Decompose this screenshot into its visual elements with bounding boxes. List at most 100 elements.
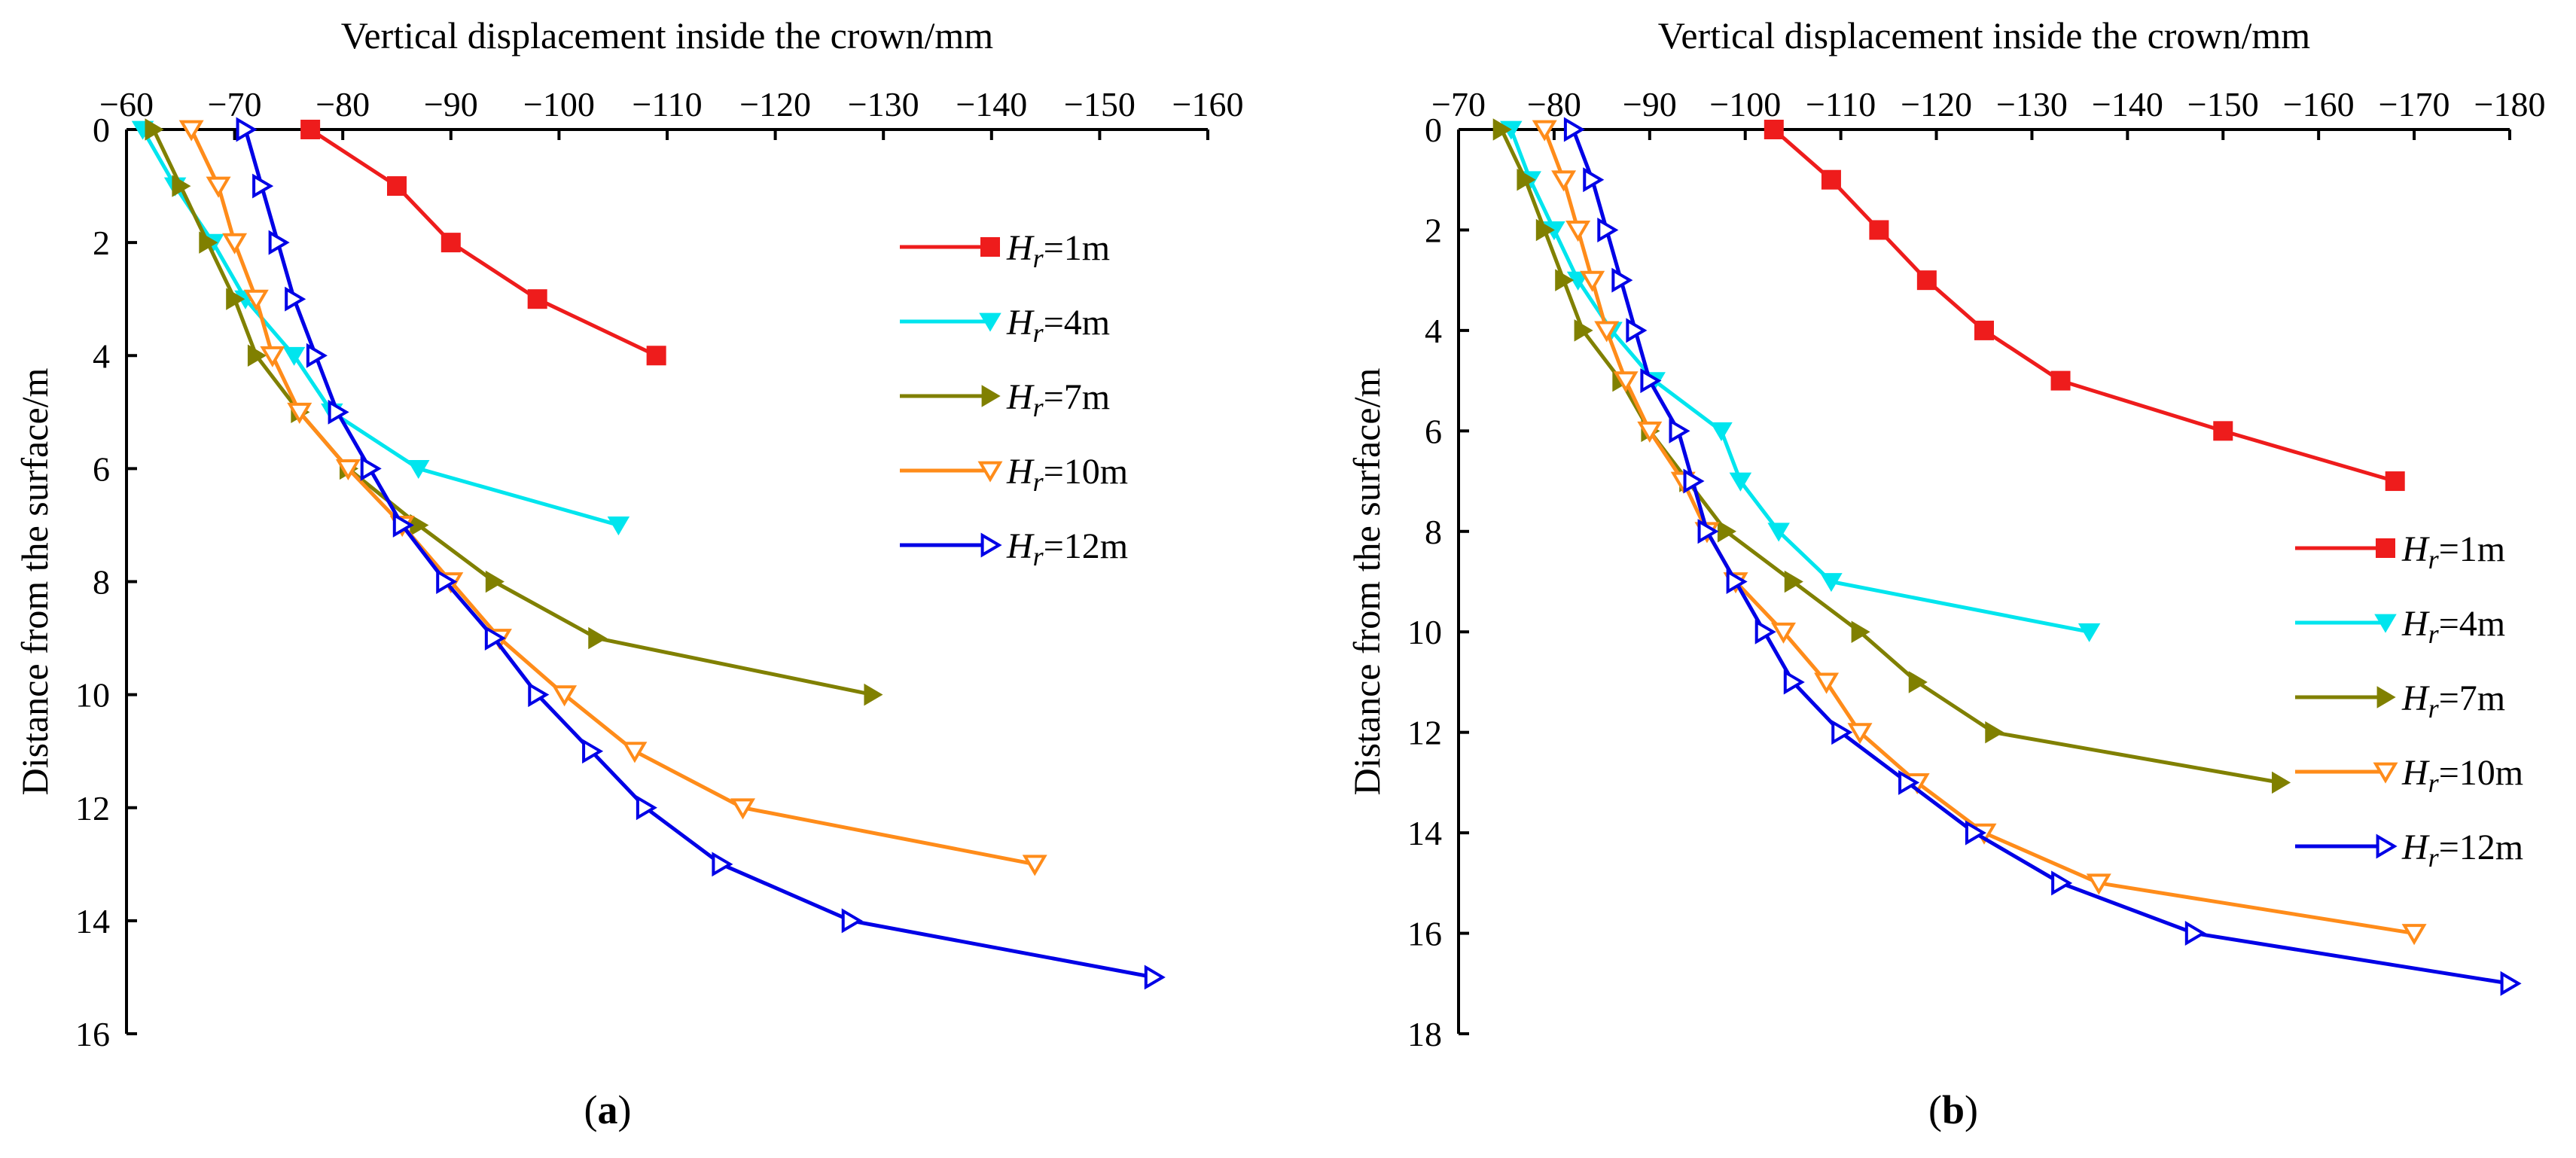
legend-marker <box>2373 762 2398 784</box>
legend-label: Hr=12m <box>2401 827 2523 873</box>
data-point <box>1565 221 1591 242</box>
y-tick-label: 8 <box>1425 513 1442 551</box>
legend-marker <box>2376 686 2396 709</box>
data-point <box>1597 217 1619 242</box>
data-point <box>282 346 306 366</box>
x-tick-label: −70 <box>1431 85 1486 123</box>
y-tick-label: 14 <box>1407 814 1442 852</box>
data-point <box>2184 921 2206 946</box>
legend-entry: Hr=12m <box>900 526 1128 571</box>
data-point <box>1820 573 1843 593</box>
series-line <box>243 129 1154 980</box>
data-point <box>387 176 407 197</box>
data-point <box>1613 371 1639 393</box>
y-tick-label: 18 <box>1407 1015 1442 1053</box>
series-line <box>1542 129 2415 936</box>
data-point <box>841 908 863 934</box>
legend-marker <box>980 532 1002 558</box>
chart-panel-a: −60 −70 −80 −90 −100 −110 −120 −130 −140 −150 −160… <box>14 14 1243 1132</box>
legend-entry: Hr=4m <box>2295 604 2505 649</box>
data-point <box>1611 267 1633 293</box>
series-line <box>1773 128 2396 483</box>
x-tick-label: −60 <box>99 85 154 123</box>
legend-marker <box>977 461 1003 483</box>
y-tick-label: 16 <box>75 1015 110 1053</box>
y-tick-label: 4 <box>1425 312 1442 350</box>
series-10m <box>1532 120 2427 946</box>
y-axis-title: Distance from the surface/m <box>1346 367 1388 795</box>
legend-marker <box>980 237 1000 257</box>
legend-label: Hr=4m <box>2401 604 2505 649</box>
legend-entry: Hr=12m <box>2295 827 2523 873</box>
legend-label: Hr=7m <box>1006 377 1110 422</box>
x-axis-title: Vertical displacement inside the crown/m… <box>341 14 994 56</box>
x-tick-label: −80 <box>1527 85 1581 123</box>
data-point <box>199 231 218 254</box>
data-point <box>1637 421 1663 443</box>
data-point <box>236 117 258 142</box>
data-point <box>1767 523 1790 542</box>
data-point <box>485 570 505 593</box>
data-point <box>1726 569 1748 594</box>
x-axis-title: Vertical displacement inside the crown/m… <box>1658 14 2311 56</box>
data-point <box>441 233 461 253</box>
series-1m <box>300 120 666 366</box>
data-point <box>552 685 578 707</box>
data-point <box>243 289 269 311</box>
data-point <box>1784 570 1803 593</box>
data-point <box>2500 971 2522 996</box>
data-point <box>484 626 506 651</box>
data-point <box>1783 669 1805 695</box>
series-line <box>309 127 657 358</box>
y-tick-label: 2 <box>1425 211 1442 249</box>
series-10m <box>178 120 1047 876</box>
data-point <box>1831 720 1853 745</box>
x-tick-label: −140 <box>956 85 1027 123</box>
data-point <box>1492 118 1512 141</box>
data-point <box>1626 318 1648 343</box>
x-tick-label: −120 <box>1901 85 1972 123</box>
panel-label: (a) <box>584 1087 632 1132</box>
y-axis-title: Distance from the surface/m <box>14 367 56 795</box>
data-point <box>2086 873 2111 895</box>
x-tick-label: −90 <box>1623 85 1677 123</box>
data-point <box>392 512 414 538</box>
data-point <box>328 399 349 425</box>
x-tick-label: −100 <box>523 85 595 123</box>
series-7m <box>1492 118 2291 794</box>
data-point <box>1583 167 1605 193</box>
data-point <box>622 742 648 763</box>
series-12m <box>236 117 1166 990</box>
y-tick-label: 12 <box>75 789 110 827</box>
y-tick-label: 0 <box>93 111 110 149</box>
data-point <box>268 230 290 255</box>
data-point <box>145 118 164 141</box>
data-point <box>2078 623 2101 642</box>
data-point <box>360 456 382 481</box>
data-point <box>1898 769 1920 795</box>
legend-entry: Hr=7m <box>2295 678 2505 724</box>
y-tick-label: 6 <box>1425 412 1442 450</box>
data-point <box>712 852 733 877</box>
data-point <box>646 346 666 366</box>
series-line <box>1499 128 2281 785</box>
legend-label: Hr=1m <box>1006 228 1110 273</box>
x-tick-label: −80 <box>316 85 370 123</box>
data-point <box>1669 418 1690 443</box>
legend-label: Hr=10m <box>2401 753 2523 798</box>
legend-entry: Hr=10m <box>900 452 1128 497</box>
x-tick-label: −110 <box>1806 85 1876 123</box>
data-point <box>1517 168 1536 191</box>
data-point <box>528 682 550 708</box>
data-point <box>1640 368 1662 394</box>
legend-marker <box>2376 538 2395 558</box>
data-point <box>222 233 248 254</box>
data-point <box>1710 422 1733 442</box>
data-point <box>1729 472 1752 492</box>
x-tick-label: −130 <box>1996 85 2068 123</box>
data-point <box>1574 319 1593 342</box>
x-tick-label: −130 <box>848 85 919 123</box>
data-point <box>2385 471 2405 492</box>
legend-entry: Hr=1m <box>900 228 1110 273</box>
